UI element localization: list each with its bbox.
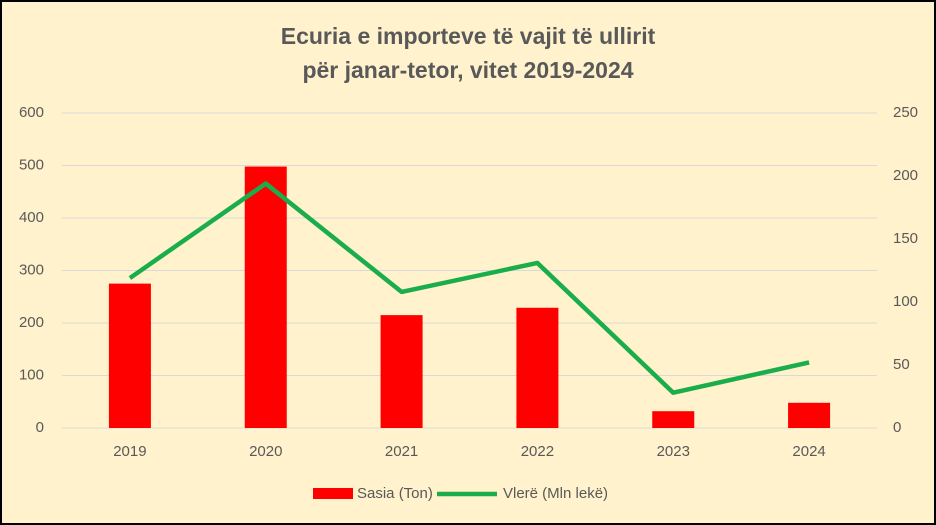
x-tick-label: 2022	[521, 443, 554, 460]
line	[128, 181, 810, 395]
y-tick-label: 200	[19, 314, 44, 331]
y-tick-label: 400	[19, 209, 44, 226]
legend-label: Sasia (Ton)	[357, 485, 433, 502]
x-tick-label: 2024	[792, 443, 825, 460]
bar	[788, 402, 831, 428]
y-tick-label: 500	[19, 156, 44, 173]
y2-tick-label: 200	[893, 167, 918, 184]
bar	[652, 411, 695, 428]
legend-swatch	[313, 488, 353, 499]
bar	[380, 315, 423, 428]
y-tick-label: 0	[36, 419, 44, 436]
y-tick-label: 600	[19, 104, 44, 121]
bar	[516, 307, 559, 428]
x-tick-label: 2023	[657, 443, 690, 460]
y2-tick-label: 250	[893, 104, 918, 121]
chart-title: Ecuria e importeve të vajit të ullirit	[281, 23, 656, 49]
legend-label: Vlerë (Mln lekë)	[503, 485, 608, 502]
x-tick-label: 2020	[249, 443, 282, 460]
y-tick-label: 300	[19, 261, 44, 278]
x-tick-label: 2019	[113, 443, 146, 460]
bar	[108, 283, 151, 428]
bar	[244, 166, 287, 429]
x-tick-label: 2021	[385, 443, 418, 460]
y2-tick-label: 50	[893, 356, 910, 373]
y-tick-label: 100	[19, 366, 44, 383]
y2-tick-label: 0	[893, 419, 901, 436]
y2-tick-label: 150	[893, 230, 918, 247]
y2-tick-label: 100	[893, 293, 918, 310]
chart-title: për janar-tetor, vitet 2019-2024	[302, 57, 633, 83]
